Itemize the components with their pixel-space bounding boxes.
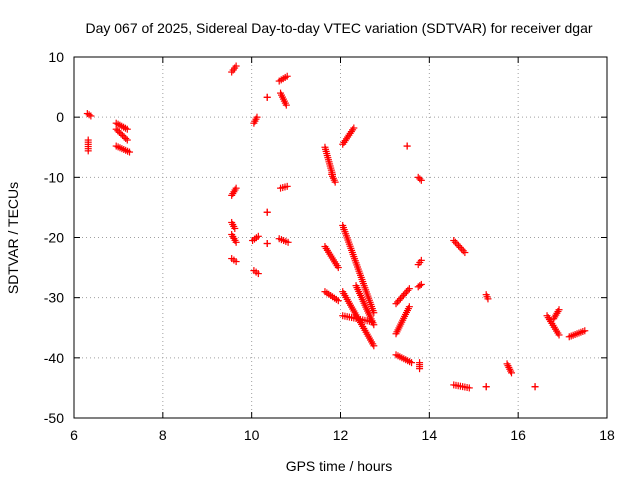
data-point-marker: [402, 288, 410, 296]
data-point-marker: [87, 112, 95, 120]
data-point-marker: [401, 290, 409, 298]
data-point-marker: [232, 62, 240, 70]
data-point-marker: [115, 128, 123, 136]
data-point-marker: [461, 249, 469, 257]
data-point-marker: [459, 247, 467, 255]
data-point-marker: [416, 365, 424, 373]
data-point-marker: [416, 282, 424, 290]
data-point-marker: [114, 127, 122, 135]
data-point-marker: [263, 93, 271, 101]
y-axis-label: SDTVAR / TECUs: [5, 182, 21, 294]
data-point-marker: [394, 298, 402, 306]
data-point-marker: [284, 238, 292, 246]
data-point-marker: [263, 240, 271, 248]
grid-layer: [74, 57, 607, 418]
y-tick-label: -20: [44, 230, 64, 246]
data-point-marker: [370, 342, 378, 350]
data-point-marker: [123, 125, 131, 133]
data-point-marker: [126, 148, 134, 156]
data-point-marker: [253, 113, 261, 121]
y-tick-label: -10: [44, 169, 64, 185]
data-point-marker: [399, 291, 407, 299]
data-point-marker: [331, 178, 339, 186]
data-point-marker: [120, 133, 128, 141]
x-tick-label: 12: [333, 427, 349, 443]
data-point-marker: [484, 295, 492, 303]
data-point-marker: [334, 264, 342, 272]
data-point-marker: [405, 303, 413, 311]
data-point-marker: [555, 306, 563, 314]
data-point-marker: [263, 208, 271, 216]
data-point-marker: [350, 124, 358, 132]
data-point-marker: [395, 296, 403, 304]
y-tick-label: -50: [44, 410, 64, 426]
data-point-marker: [254, 232, 262, 240]
data-point-marker: [231, 224, 239, 232]
data-point-marker: [405, 285, 413, 293]
data-point-marker: [453, 240, 461, 248]
y-tick-label: 0: [56, 109, 64, 125]
data-point-marker: [123, 136, 131, 144]
data-point-marker: [414, 173, 422, 181]
data-point-marker: [555, 331, 563, 339]
data-point-marker: [282, 101, 290, 109]
data-point-marker: [403, 142, 411, 150]
data-point-marker: [396, 295, 404, 303]
data-point-marker: [408, 359, 416, 367]
data-point-marker: [450, 237, 458, 245]
y-tick-label: -30: [44, 290, 64, 306]
x-tick-label: 16: [510, 427, 526, 443]
data-point-marker: [283, 182, 291, 190]
data-point-marker: [456, 243, 464, 251]
data-point-marker: [232, 238, 240, 246]
data-point-marker: [122, 134, 130, 142]
data-point-marker: [398, 293, 406, 301]
data-point-marker: [455, 242, 463, 250]
data-point-marker: [232, 258, 240, 266]
data-point-marker: [531, 383, 539, 391]
x-tick-label: 18: [599, 427, 615, 443]
chart-title: Day 067 of 2025, Sidereal Day-to-day VTE…: [85, 20, 592, 36]
data-point-marker: [117, 130, 125, 138]
data-point-marker: [254, 270, 262, 278]
data-point-marker: [334, 297, 342, 305]
y-tick-label: -40: [44, 350, 64, 366]
x-tick-label: 14: [422, 427, 438, 443]
data-point-marker: [417, 280, 425, 288]
data-point-marker: [370, 321, 378, 329]
data-point-marker: [581, 327, 589, 335]
data-point-marker: [119, 131, 127, 139]
x-tick-label: 10: [244, 427, 260, 443]
x-tick-label: 6: [70, 427, 78, 443]
data-point-marker: [392, 300, 400, 308]
y-tick-label: 10: [48, 49, 64, 65]
data-point-marker: [508, 369, 516, 377]
x-tick-label: 8: [159, 427, 167, 443]
data-point-marker: [451, 238, 459, 246]
data-point-marker: [283, 72, 291, 80]
data-point-marker: [482, 383, 490, 391]
data-point-marker: [465, 384, 473, 392]
data-point-marker: [416, 175, 424, 183]
data-point-marker: [417, 176, 425, 184]
tick-layer: 6 8 10 12 14 16 18 -50 -40 -30 -20 -10 0 10: [44, 49, 615, 443]
data-point-marker: [404, 286, 412, 294]
data-point-marker: [458, 245, 466, 253]
data-point-marker: [84, 147, 92, 155]
data-point-marker: [232, 184, 240, 192]
data-point-marker: [112, 125, 120, 133]
data-point-marker: [417, 256, 425, 264]
points-layer: [83, 62, 589, 392]
x-axis-label: GPS time / hours: [286, 458, 393, 474]
